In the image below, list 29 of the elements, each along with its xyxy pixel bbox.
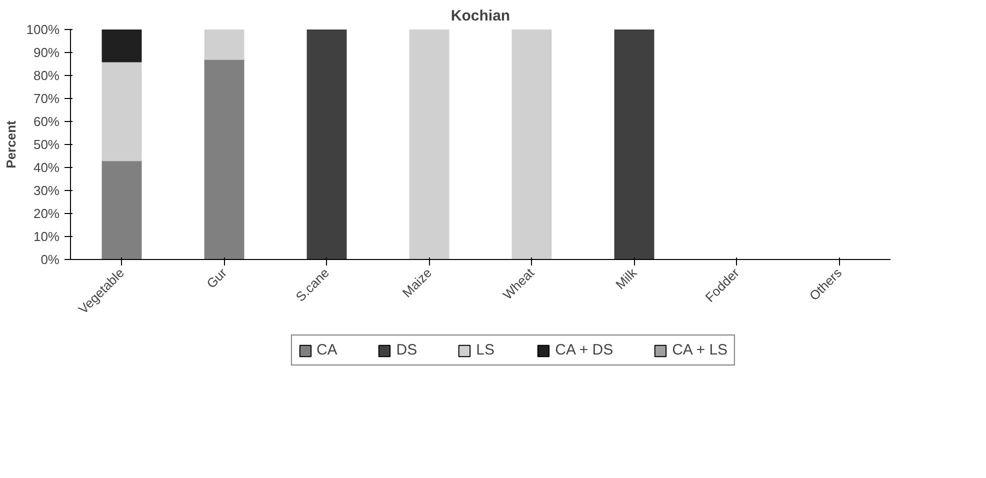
- bar: [614, 30, 654, 260]
- y-tick-label: 90%: [33, 45, 60, 60]
- legend-label: CA + DS: [555, 342, 614, 358]
- legend-label: LS: [476, 342, 496, 358]
- y-tick-label: 40%: [33, 160, 60, 175]
- y-tick-label: 0%: [40, 252, 60, 267]
- bar: [409, 30, 450, 260]
- bar: [512, 30, 552, 260]
- y-tick-label: 50%: [33, 137, 60, 152]
- bar: [204, 30, 244, 60]
- y-tick-label: 80%: [33, 68, 60, 83]
- chart-title: Kochian: [450, 8, 510, 24]
- y-tick-label: 30%: [33, 183, 60, 198]
- y-tick-label: 100%: [26, 22, 60, 37]
- bar: [306, 30, 347, 260]
- x-tick-label: Milk: [612, 264, 640, 292]
- bar: [102, 160, 142, 260]
- y-tick-label: 20%: [33, 206, 60, 221]
- y-tick-label: 60%: [33, 114, 60, 129]
- legend-label: CA: [316, 342, 338, 358]
- bar: [204, 58, 244, 260]
- bar: [102, 30, 142, 62]
- bar: [102, 61, 142, 162]
- y-tick-label: 70%: [33, 91, 60, 106]
- legend-label: CA + LS: [672, 342, 728, 358]
- y-axis-title: Percent: [3, 120, 18, 168]
- y-tick-label: 10%: [33, 229, 60, 244]
- legend-label: DS: [396, 342, 418, 358]
- x-tick-label: Gur: [204, 264, 230, 292]
